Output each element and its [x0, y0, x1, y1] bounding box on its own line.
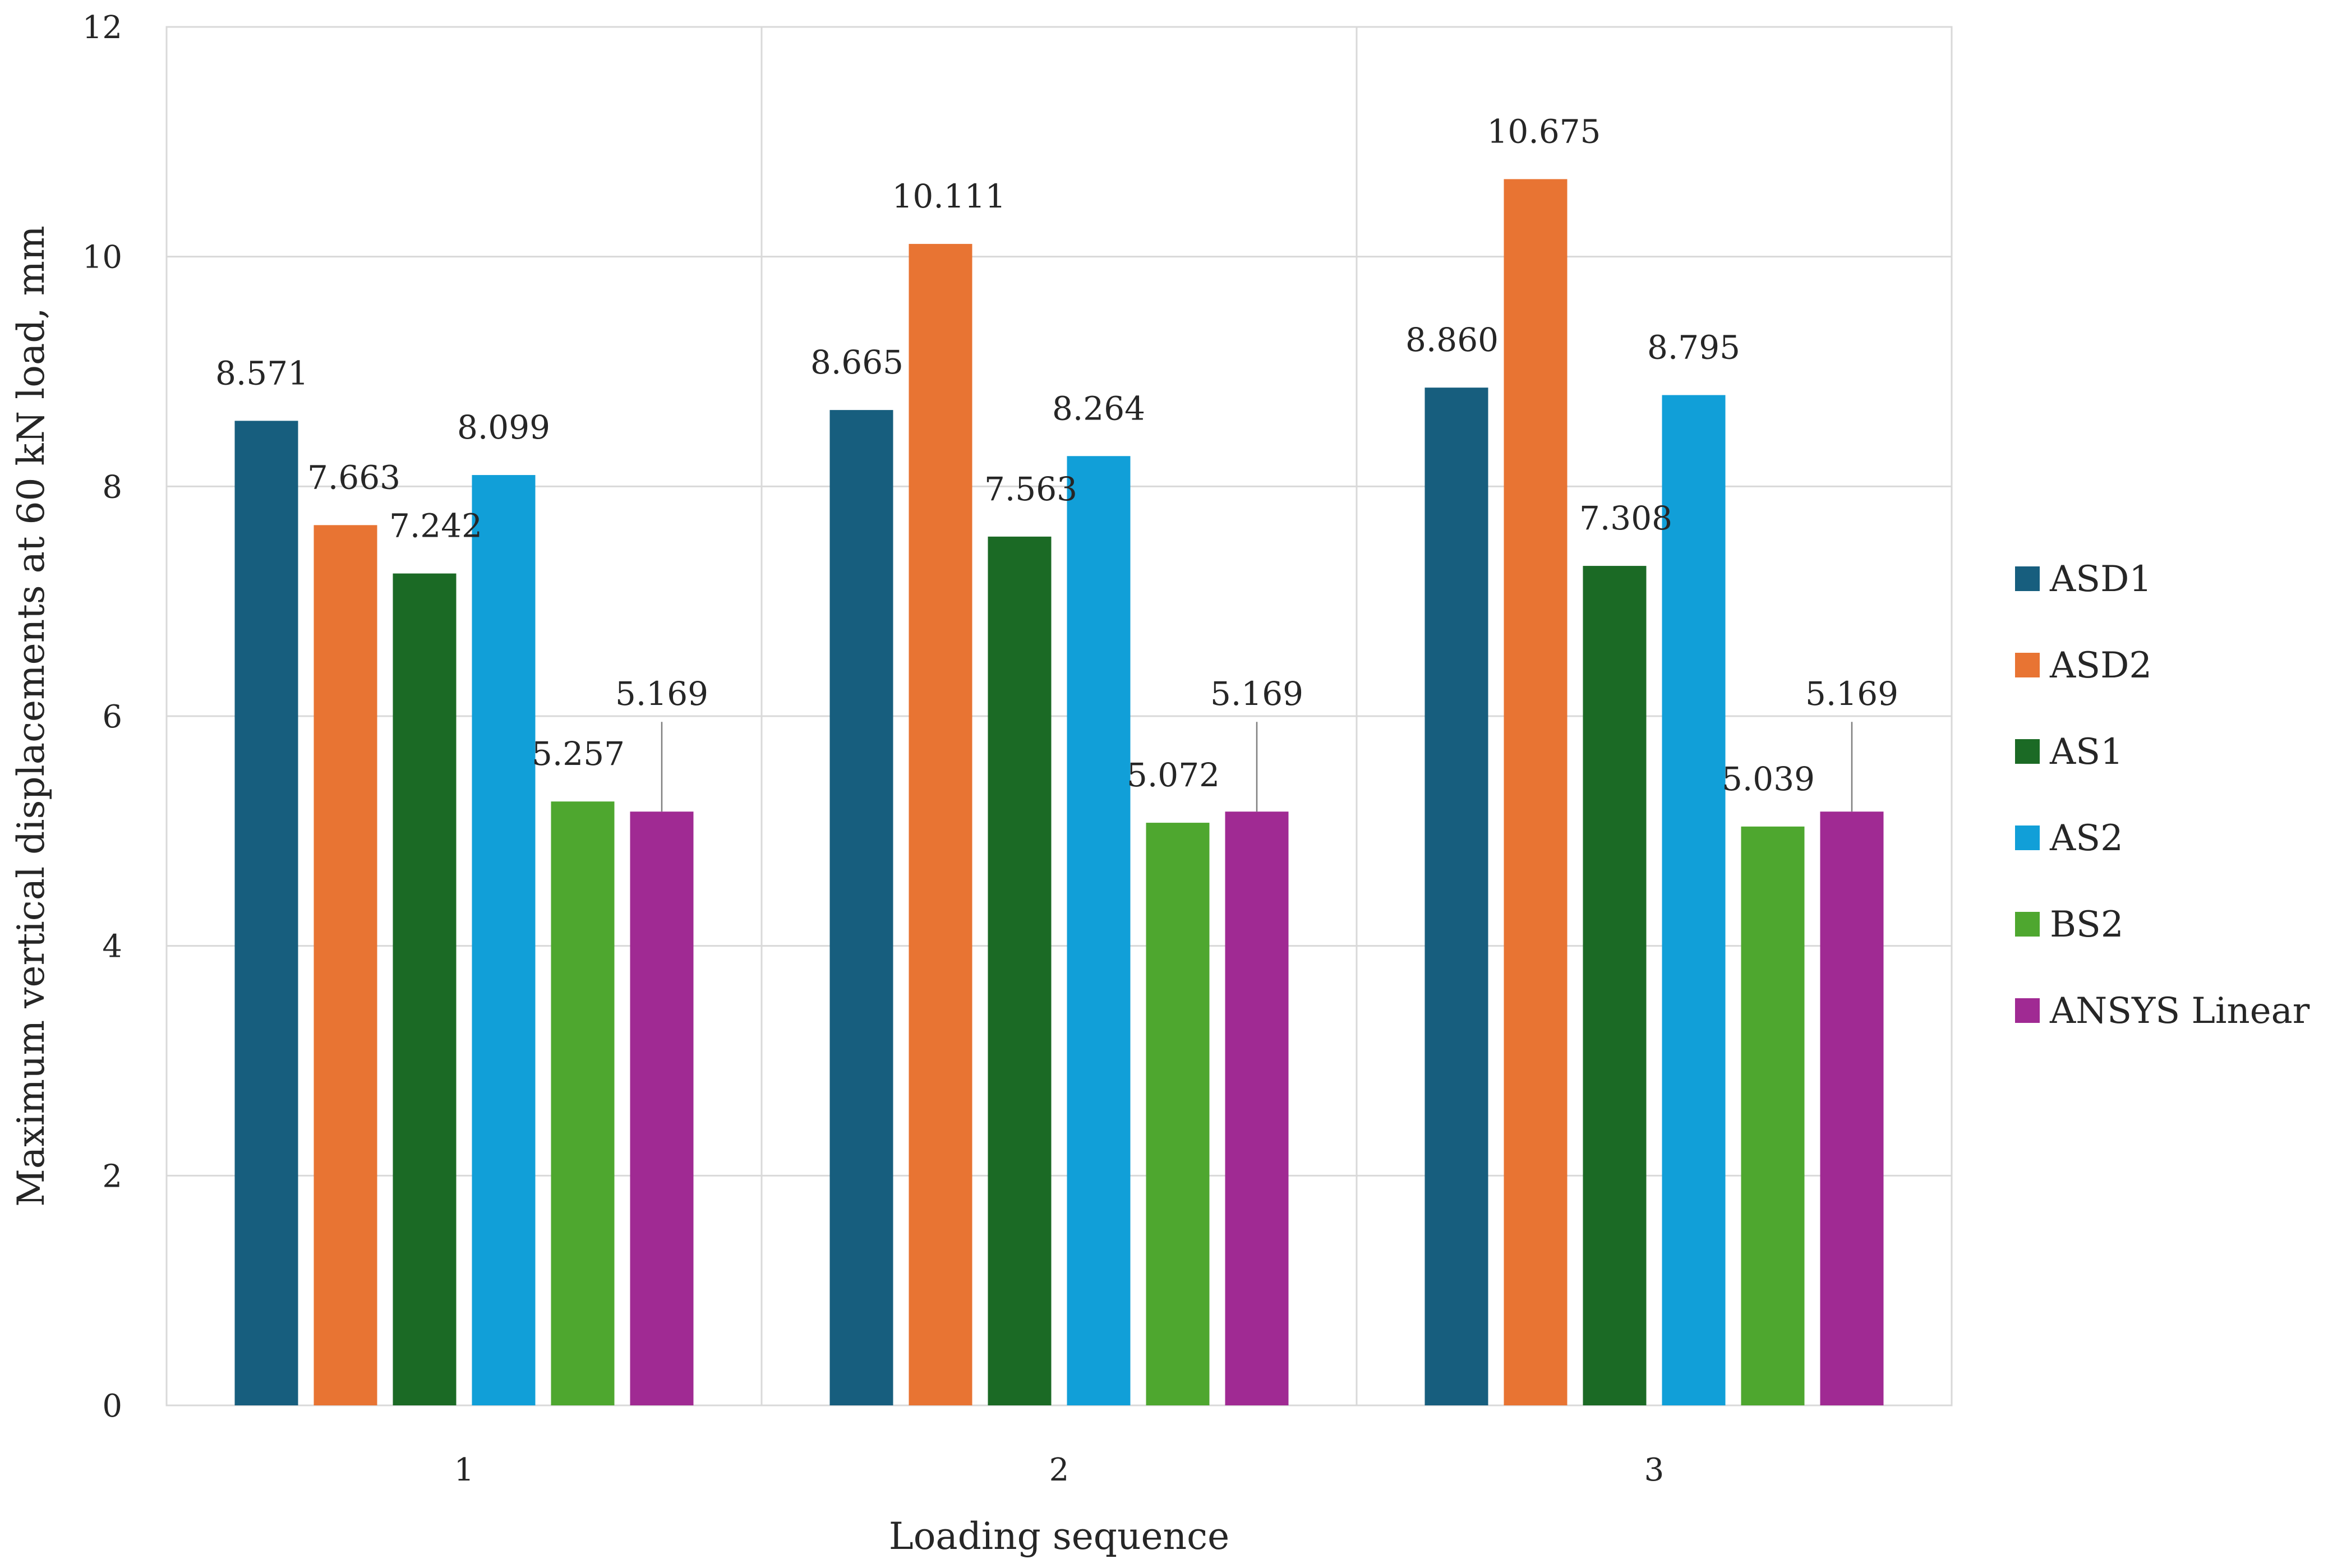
legend-swatch [2015, 998, 2040, 1023]
legend-swatch [2015, 653, 2040, 677]
x-tick-label: 2 [1049, 1452, 1069, 1488]
data-label: 5.257 [532, 735, 625, 773]
plot-area [165, 26, 1953, 1406]
data-label: 8.099 [457, 408, 550, 446]
legend-label: ASD1 [2049, 559, 2152, 600]
data-label: 8.571 [215, 354, 308, 392]
bar-asd1-1 [234, 421, 298, 1405]
bar-asd1-2 [829, 410, 893, 1405]
y-tick-label: 6 [102, 699, 122, 735]
data-label: 8.665 [810, 343, 903, 381]
x-axis-ticks: 1 2 3 [454, 1452, 1665, 1488]
data-label: 8.795 [1647, 328, 1740, 366]
legend-swatch [2015, 825, 2040, 850]
y-tick-label: 4 [102, 929, 122, 965]
bar-ansys-linear-2 [1225, 811, 1289, 1405]
legend-label: AS1 [2049, 731, 2123, 773]
bars [234, 179, 1884, 1406]
legend-swatch [2015, 566, 2040, 591]
bar-bs2-2 [1146, 823, 1210, 1405]
bar-as2-2 [1067, 456, 1131, 1405]
data-label: 10.111 [892, 177, 1006, 215]
data-label: 8.264 [1052, 389, 1145, 427]
y-axis-ticks: 0 2 4 6 8 10 12 [82, 10, 122, 1424]
bar-as2-1 [472, 475, 536, 1405]
legend-label: AS2 [2049, 818, 2123, 859]
data-label: 7.563 [984, 470, 1077, 508]
y-tick-label: 10 [82, 239, 122, 276]
legend-label: ANSYS Linear [2049, 990, 2310, 1032]
bar-asd2-1 [314, 525, 377, 1405]
y-tick-label: 2 [102, 1158, 122, 1195]
bar-ansys-linear-3 [1820, 811, 1884, 1405]
bar-asd2-2 [909, 243, 972, 1405]
bar-as1-1 [393, 573, 457, 1406]
bar-bs2-3 [1741, 826, 1805, 1405]
data-labels: 8.571 8.665 8.860 7.663 10.111 10.675 7.242 7.5… [215, 112, 1898, 812]
data-label: 5.169 [1805, 675, 1898, 713]
bar-ansys-linear-1 [630, 811, 694, 1405]
bar-asd2-3 [1504, 179, 1568, 1405]
data-label: 7.663 [307, 458, 400, 496]
bar-bs2-1 [551, 801, 615, 1405]
bar-as1-2 [988, 536, 1052, 1406]
bar-as2-3 [1662, 395, 1726, 1405]
x-axis-title: Loading sequence [889, 1515, 1229, 1558]
y-tick-label: 0 [102, 1388, 122, 1424]
legend-swatch [2015, 739, 2040, 764]
x-tick-label: 1 [454, 1452, 474, 1488]
y-tick-label: 12 [82, 10, 122, 46]
data-label: 5.169 [615, 675, 708, 713]
legend-label: BS2 [2050, 904, 2124, 946]
data-label: 5.039 [1722, 760, 1815, 798]
y-axis-title: Maximum vertical displacements at 60 kN … [10, 225, 53, 1206]
data-label: 7.242 [389, 507, 482, 545]
y-tick-label: 8 [102, 469, 122, 505]
data-label: 5.169 [1210, 675, 1303, 713]
legend-swatch [2015, 912, 2040, 937]
x-tick-label: 3 [1644, 1452, 1665, 1488]
data-label: 7.308 [1579, 499, 1672, 537]
legend-label: ASD2 [2049, 645, 2152, 686]
bar-as1-3 [1583, 566, 1647, 1405]
data-label: 8.860 [1405, 321, 1499, 359]
legend: ASD1 ASD2 AS1 AS2 BS2 ANSYS Linear [2015, 559, 2310, 1032]
data-label: 5.072 [1127, 756, 1220, 794]
bar-asd1-3 [1424, 388, 1488, 1405]
data-label: 10.675 [1487, 112, 1601, 150]
